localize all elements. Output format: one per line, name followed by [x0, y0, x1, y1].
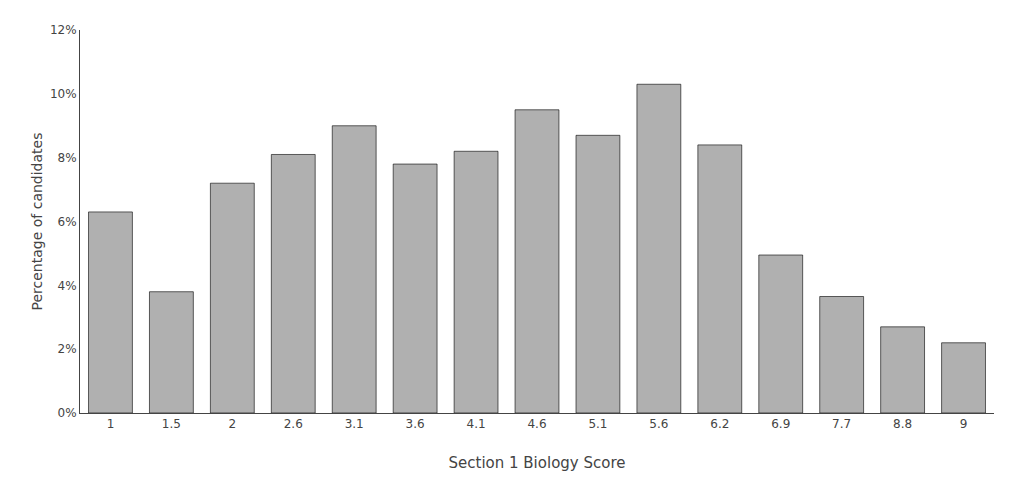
- svg-text:1: 1: [107, 417, 115, 431]
- svg-text:5.6: 5.6: [649, 417, 668, 431]
- svg-text:8.8: 8.8: [893, 417, 912, 431]
- svg-text:3.1: 3.1: [345, 417, 364, 431]
- svg-text:Section 1 Biology Score: Section 1 Biology Score: [449, 454, 626, 472]
- svg-text:5.1: 5.1: [588, 417, 607, 431]
- svg-text:1.5: 1.5: [162, 417, 181, 431]
- svg-text:10%: 10%: [50, 87, 77, 101]
- svg-text:0%: 0%: [58, 406, 77, 420]
- svg-text:2%: 2%: [58, 342, 77, 356]
- svg-text:9: 9: [960, 417, 968, 431]
- svg-text:4%: 4%: [58, 279, 77, 293]
- svg-text:2: 2: [229, 417, 237, 431]
- svg-text:4.1: 4.1: [467, 417, 486, 431]
- svg-text:Percentage of candidates: Percentage of candidates: [29, 133, 45, 311]
- svg-text:6.2: 6.2: [710, 417, 729, 431]
- svg-text:3.6: 3.6: [406, 417, 425, 431]
- svg-text:2.6: 2.6: [284, 417, 303, 431]
- svg-text:8%: 8%: [58, 151, 77, 165]
- svg-text:6%: 6%: [58, 215, 77, 229]
- svg-text:4.6: 4.6: [527, 417, 546, 431]
- svg-text:12%: 12%: [50, 23, 77, 37]
- svg-text:7.7: 7.7: [832, 417, 851, 431]
- svg-text:6.9: 6.9: [771, 417, 790, 431]
